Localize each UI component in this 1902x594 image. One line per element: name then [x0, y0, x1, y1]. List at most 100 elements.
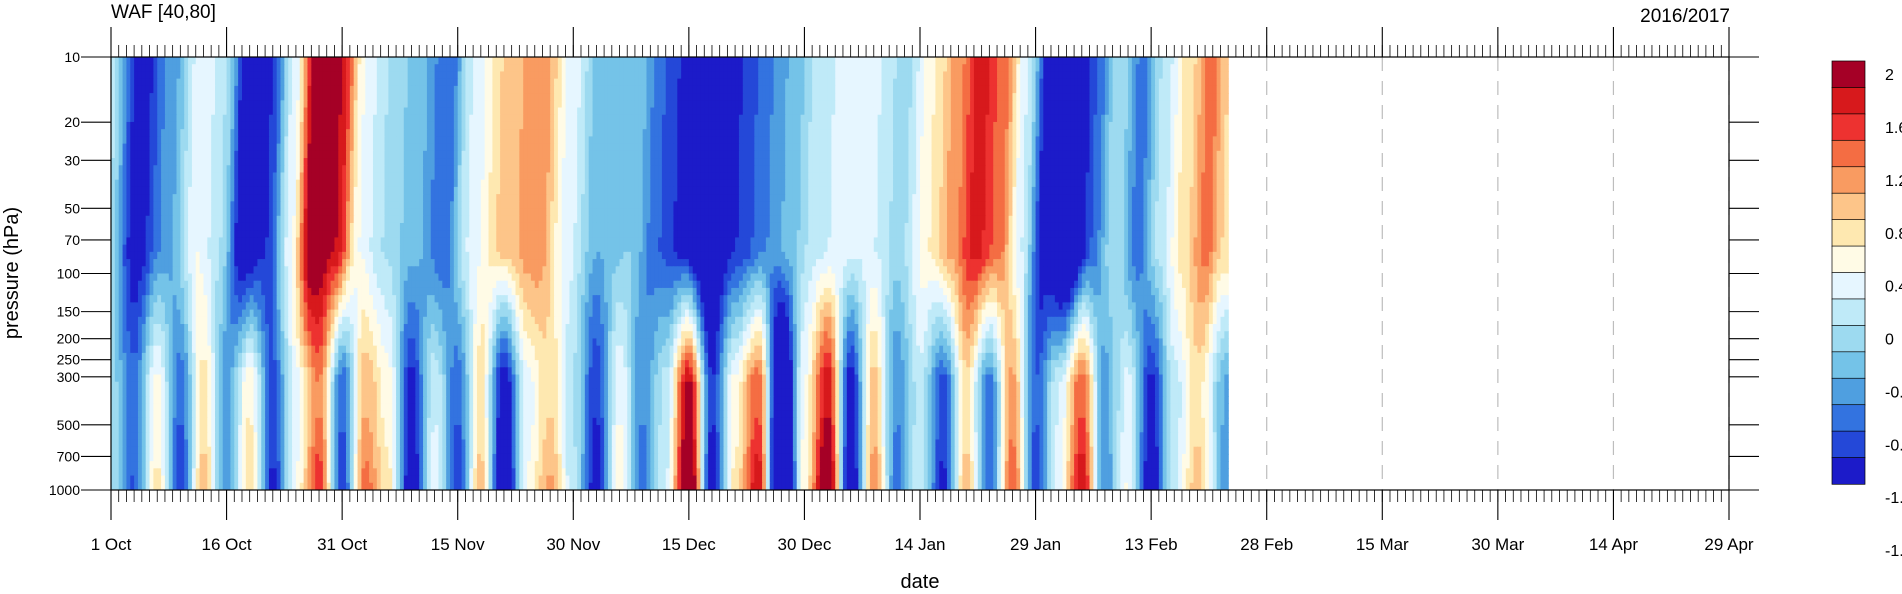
- field-cell: [115, 79, 119, 87]
- field-cell: [1012, 100, 1016, 108]
- field-cell: [1097, 136, 1101, 144]
- field-cell: [558, 165, 562, 173]
- field-cell: [539, 79, 543, 87]
- field-cell: [677, 93, 681, 101]
- field-cell: [161, 172, 165, 180]
- field-cell: [150, 144, 154, 152]
- field-cell: [627, 79, 631, 87]
- field-cell: [881, 79, 885, 87]
- field-cell: [751, 86, 755, 94]
- field-cell: [739, 151, 743, 159]
- field-cell: [866, 71, 870, 79]
- field-cell: [828, 64, 832, 72]
- field-cell: [296, 136, 300, 144]
- field-cell: [319, 57, 323, 65]
- field-cell: [716, 100, 720, 108]
- field-cell: [207, 122, 211, 130]
- field-cell: [203, 64, 207, 72]
- field-cell: [1001, 151, 1005, 159]
- field-cell: [1028, 93, 1032, 101]
- field-cell: [1051, 172, 1055, 180]
- field-cell: [620, 93, 624, 101]
- field-cell: [146, 115, 150, 123]
- field-cell: [1078, 136, 1082, 144]
- field-cell: [1167, 165, 1171, 173]
- field-cell: [292, 79, 296, 87]
- field-cell: [134, 86, 138, 94]
- field-cell: [662, 71, 666, 79]
- field-cell: [512, 57, 516, 65]
- field-cell: [542, 136, 546, 144]
- field-cell: [670, 115, 674, 123]
- field-cell: [361, 122, 365, 130]
- field-cell: [754, 151, 758, 159]
- field-cell: [230, 129, 234, 137]
- field-cell: [546, 122, 550, 130]
- field-cell: [284, 86, 288, 94]
- field-cell: [465, 165, 469, 173]
- field-cell: [673, 86, 677, 94]
- field-cell: [1159, 100, 1163, 108]
- field-cell: [1028, 129, 1032, 137]
- field-cell: [835, 79, 839, 87]
- field-cell: [334, 86, 338, 94]
- field-cell: [839, 172, 843, 180]
- field-cell: [947, 71, 951, 79]
- field-cell: [304, 122, 308, 130]
- field-cell: [627, 122, 631, 130]
- field-cell: [196, 79, 200, 87]
- field-cell: [1143, 115, 1147, 123]
- field-cell: [670, 93, 674, 101]
- field-cell: [1155, 100, 1159, 108]
- field-cell: [966, 151, 970, 159]
- field-cell: [150, 180, 154, 188]
- field-cell: [288, 180, 292, 188]
- field-cell: [781, 79, 785, 87]
- field-cell: [1109, 144, 1113, 152]
- field-cell: [327, 172, 331, 180]
- field-cell: [1190, 165, 1194, 173]
- field-cell: [431, 165, 435, 173]
- field-cell: [920, 93, 924, 101]
- field-cell: [146, 64, 150, 72]
- field-cell: [157, 165, 161, 173]
- field-cell: [735, 151, 739, 159]
- field-cell: [219, 100, 223, 108]
- field-cell: [227, 129, 231, 137]
- field-cell: [1028, 64, 1032, 72]
- field-cell: [261, 57, 265, 65]
- field-cell: [288, 151, 292, 159]
- field-cell: [292, 108, 296, 116]
- field-cell: [542, 79, 546, 87]
- field-cell: [639, 172, 643, 180]
- field-cell: [161, 71, 165, 79]
- field-cell: [257, 165, 261, 173]
- field-cell: [350, 100, 354, 108]
- field-cell: [311, 108, 315, 116]
- field-cell: [616, 172, 620, 180]
- field-cell: [404, 86, 408, 94]
- field-cell: [1070, 71, 1074, 79]
- field-cell: [893, 165, 897, 173]
- field-cell: [1113, 71, 1117, 79]
- field-cell: [465, 57, 469, 65]
- field-cell: [793, 57, 797, 65]
- field-cell: [442, 93, 446, 101]
- field-cell: [504, 108, 508, 116]
- field-cell: [1090, 86, 1094, 94]
- field-cell: [173, 79, 177, 87]
- field-cell: [277, 86, 281, 94]
- field-cell: [685, 100, 689, 108]
- field-cell: [1093, 100, 1097, 108]
- field-cell: [250, 79, 254, 87]
- field-cell: [1136, 151, 1140, 159]
- field-cell: [1009, 57, 1013, 65]
- field-cell: [681, 151, 685, 159]
- field-cell: [943, 64, 947, 72]
- field-cell: [885, 122, 889, 130]
- field-cell: [935, 151, 939, 159]
- field-cell: [261, 93, 265, 101]
- field-cell: [712, 100, 716, 108]
- field-cell: [666, 151, 670, 159]
- field-cell: [770, 158, 774, 166]
